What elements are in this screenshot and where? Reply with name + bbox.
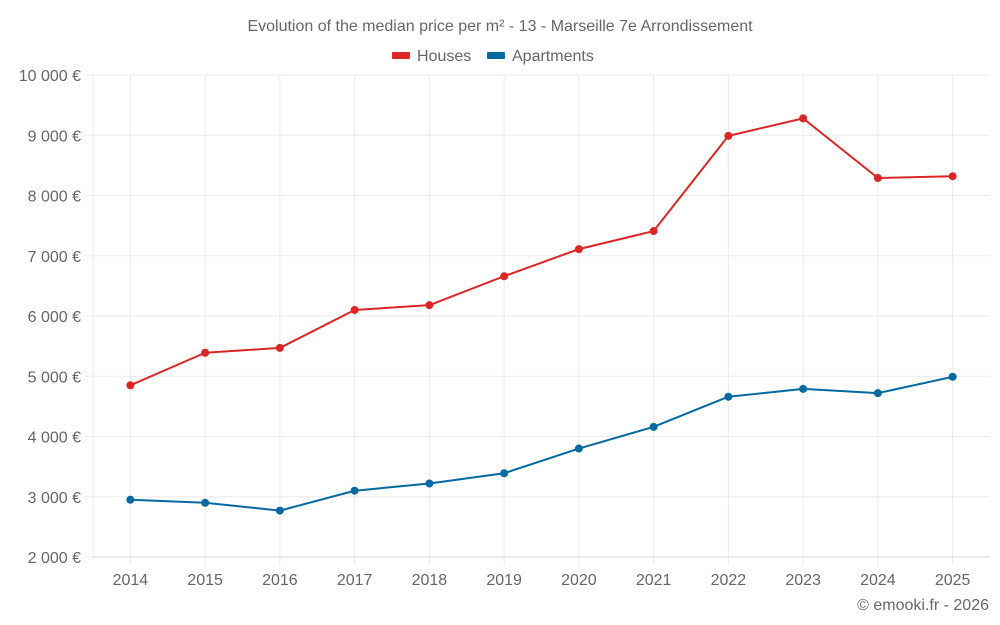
- legend-item-houses: Houses: [392, 48, 471, 65]
- data-point: [126, 495, 135, 504]
- data-point: [275, 506, 284, 515]
- data-point: [500, 272, 509, 281]
- y-tick-label: 2 000 €: [28, 550, 81, 567]
- data-point: [948, 372, 957, 381]
- data-point: [201, 498, 210, 507]
- data-point: [724, 392, 733, 401]
- x-tick-label: 2022: [711, 572, 747, 589]
- data-point: [425, 479, 434, 488]
- legend-item-apartments: Apartments: [487, 48, 594, 65]
- x-gridlines: [92, 75, 954, 565]
- data-point: [350, 305, 359, 314]
- x-axis-ticks: 2014 2015 2016 2017 2018 2019 2020 2021 2022 2023…: [113, 572, 971, 589]
- data-point: [574, 444, 583, 453]
- x-tick-label: 2014: [113, 572, 149, 589]
- x-tick-label: 2015: [187, 572, 223, 589]
- y-tick-label: 4 000 €: [28, 430, 81, 447]
- x-tick-label: 2023: [785, 572, 821, 589]
- y-axis-ticks: 2 000 € 3 000 € 4 000 € 5 000 € 6 000 € 7 000…: [19, 68, 81, 567]
- x-tick-label: 2016: [262, 572, 298, 589]
- y-gridlines: [85, 74, 990, 558]
- x-tick-label: 2020: [561, 572, 597, 589]
- y-tick-label: 9 000 €: [28, 128, 81, 145]
- data-point: [873, 389, 882, 398]
- legend-swatch: [392, 52, 410, 59]
- y-tick-label: 6 000 €: [28, 309, 81, 326]
- x-tick-label: 2018: [412, 572, 448, 589]
- series-houses: [126, 114, 957, 390]
- legend: Houses Apartments: [392, 48, 594, 65]
- data-point: [574, 245, 583, 254]
- data-point: [649, 422, 658, 431]
- y-tick-label: 7 000 €: [28, 249, 81, 266]
- data-point: [948, 172, 957, 181]
- data-point: [724, 131, 733, 140]
- data-point: [799, 114, 808, 123]
- credit-text: © emooki.fr - 2026: [857, 597, 989, 614]
- series-line-houses: [129, 117, 953, 387]
- chart-title: Evolution of the median price per m² - 1…: [247, 18, 753, 35]
- x-tick-label: 2019: [486, 572, 522, 589]
- series-group: [126, 114, 957, 515]
- series-apartments: [126, 372, 957, 515]
- y-tick-label: 10 000 €: [19, 68, 81, 85]
- data-point: [649, 227, 658, 236]
- x-tick-label: 2017: [337, 572, 373, 589]
- x-tick-label: 2021: [636, 572, 672, 589]
- y-tick-label: 8 000 €: [28, 189, 81, 206]
- data-point: [350, 486, 359, 495]
- series-line-apartments: [130, 375, 953, 512]
- legend-swatch: [487, 52, 505, 59]
- data-point: [201, 348, 210, 357]
- data-point: [873, 174, 882, 183]
- data-point: [425, 301, 434, 310]
- y-tick-label: 3 000 €: [28, 490, 81, 507]
- data-point: [126, 381, 135, 390]
- legend-label: Houses: [417, 48, 471, 65]
- data-point: [275, 343, 284, 352]
- data-point: [799, 384, 808, 393]
- legend-label: Apartments: [512, 48, 594, 65]
- y-tick-label: 5 000 €: [28, 369, 81, 386]
- x-tick-label: 2024: [860, 572, 896, 589]
- x-tick-label: 2025: [935, 572, 971, 589]
- data-point: [500, 469, 509, 478]
